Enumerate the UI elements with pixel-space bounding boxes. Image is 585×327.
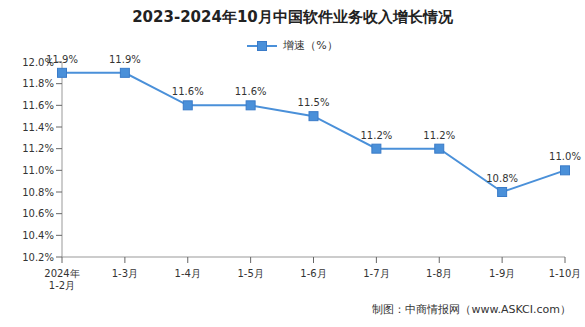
svg-text:2024年1-2月: 2024年1-2月 bbox=[44, 268, 79, 291]
svg-text:10.8%: 10.8% bbox=[22, 187, 54, 198]
svg-text:10.4%: 10.4% bbox=[22, 230, 54, 241]
svg-text:1-9月: 1-9月 bbox=[489, 268, 515, 279]
svg-text:1-10月: 1-10月 bbox=[549, 268, 577, 279]
svg-text:12.0%: 12.0% bbox=[22, 56, 54, 68]
svg-text:1-6月: 1-6月 bbox=[300, 268, 326, 279]
svg-text:1-8月: 1-8月 bbox=[426, 268, 452, 279]
svg-text:11.5%: 11.5% bbox=[298, 97, 330, 108]
svg-text:11.0%: 11.0% bbox=[549, 151, 577, 162]
svg-text:11.4%: 11.4% bbox=[22, 122, 54, 133]
svg-text:11.9%: 11.9% bbox=[46, 54, 78, 65]
svg-text:11.2%: 11.2% bbox=[360, 130, 392, 141]
svg-text:11.6%: 11.6% bbox=[172, 86, 204, 97]
svg-text:1-4月: 1-4月 bbox=[175, 268, 201, 279]
svg-text:1-3月: 1-3月 bbox=[112, 268, 138, 279]
svg-text:10.8%: 10.8% bbox=[486, 173, 518, 184]
svg-text:10.6%: 10.6% bbox=[22, 208, 54, 219]
svg-text:11.2%: 11.2% bbox=[22, 143, 54, 154]
svg-text:1-7月: 1-7月 bbox=[363, 268, 389, 279]
svg-text:1-5月: 1-5月 bbox=[237, 268, 263, 279]
html-text:2023-2024年10月中国软件业务收入增长情况: 2023-2024年10月中国软件业务收入增长情况 bbox=[132, 8, 453, 26]
svg-text:10.2%: 10.2% bbox=[22, 252, 54, 263]
svg-text:11.6%: 11.6% bbox=[22, 100, 54, 111]
html-text:制图：中商情报网（www.ASKCI.com）: 制图：中商情报网（www.ASKCI.com） bbox=[372, 303, 571, 316]
svg-text:11.9%: 11.9% bbox=[109, 54, 141, 65]
svg-text:11.6%: 11.6% bbox=[235, 86, 267, 97]
svg-text:11.0%: 11.0% bbox=[22, 165, 54, 176]
svg-text:11.2%: 11.2% bbox=[423, 130, 455, 141]
html-text:增速（%）: 增速（%） bbox=[283, 39, 338, 52]
svg-text:11.8%: 11.8% bbox=[22, 78, 54, 89]
